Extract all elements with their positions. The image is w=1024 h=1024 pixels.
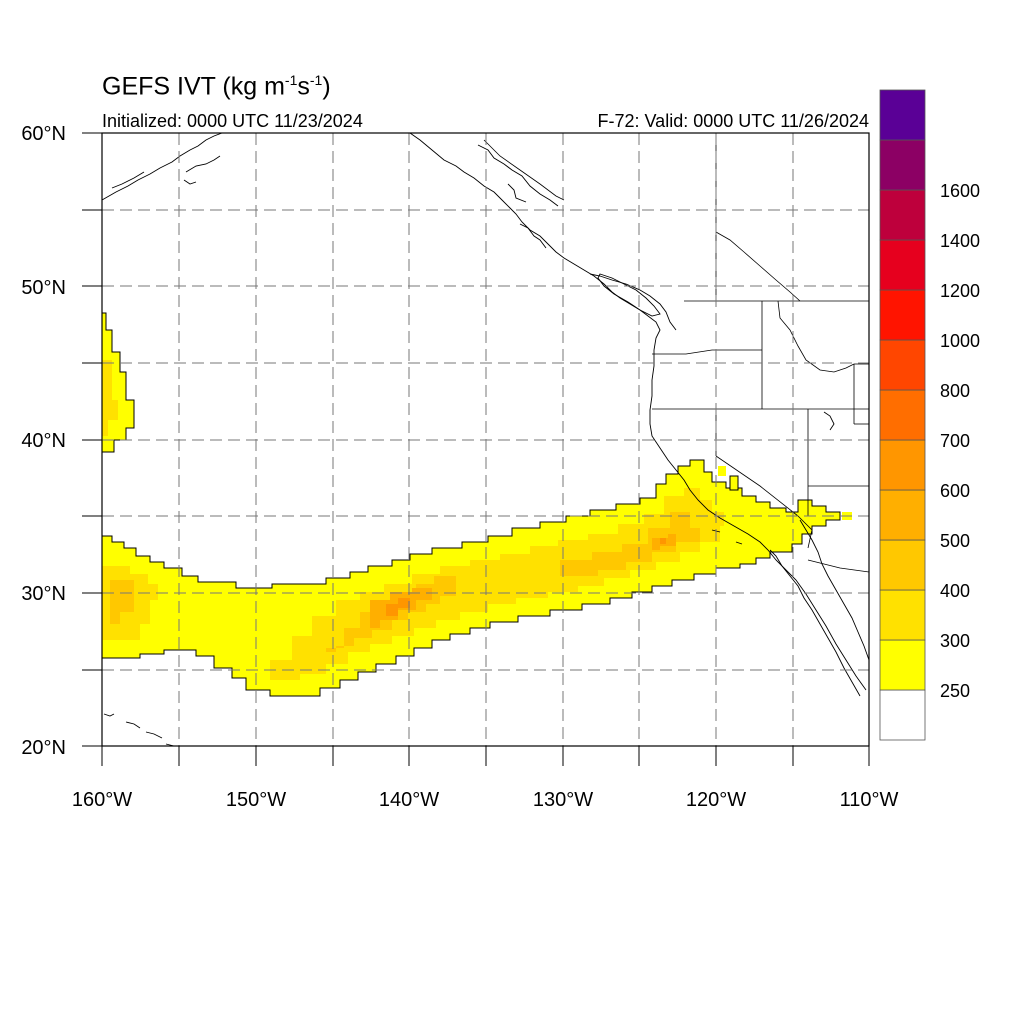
colorbar-label: 800 [940, 381, 970, 401]
gridlines [102, 133, 869, 746]
colorbar-box [879, 289, 926, 341]
colorbar-label: 400 [940, 581, 970, 601]
colorbar-labels: 250 300 400 500 600 700 800 1000 1200 14… [940, 181, 980, 701]
lat-label-30: 30°N [21, 583, 66, 605]
colorbar-box [879, 339, 926, 391]
lat-label-20: 20°N [21, 737, 66, 759]
colorbar-boxes [879, 89, 926, 741]
colorbar-box [879, 689, 926, 741]
colorbar-box [879, 639, 926, 691]
lon-label-160w: 160°W [72, 789, 132, 811]
colorbar-label: 700 [940, 431, 970, 451]
ivt-plume-west [102, 312, 135, 453]
lat-label-60: 60°N [21, 123, 66, 145]
colorbar-box [879, 389, 926, 441]
lat-labels: 60°N 50°N 40°N 30°N 20°N [21, 123, 66, 759]
colorbar-label: 300 [940, 631, 970, 651]
colorbar-label: 1400 [940, 231, 980, 251]
colorbar-box [879, 489, 926, 541]
colorbar-label: 1200 [940, 281, 980, 301]
lon-label-140w: 140°W [379, 789, 439, 811]
colorbar-box [879, 189, 926, 241]
lat-label-50: 50°N [21, 277, 66, 299]
colorbar-label: 600 [940, 481, 970, 501]
colorbar-box [879, 439, 926, 491]
colorbar-label: 1000 [940, 331, 980, 351]
ivt-atmospheric-river [102, 459, 852, 697]
colorbar-box [879, 139, 926, 191]
lon-label-130w: 130°W [533, 789, 593, 811]
lon-label-150w: 150°W [226, 789, 286, 811]
valid-time-label: F-72: Valid: 0000 UTC 11/26/2024 [597, 111, 870, 131]
initialized-label: Initialized: 0000 UTC 11/23/2024 [102, 111, 363, 131]
lon-label-110w: 110°W [840, 789, 899, 811]
figure-title: GEFS IVT (kg m-1s-1) [102, 72, 331, 101]
colorbar-label: 250 [940, 681, 970, 701]
colorbar-box [879, 589, 926, 641]
colorbar-box [879, 89, 926, 141]
colorbar-box [879, 539, 926, 591]
colorbar-box [879, 239, 926, 291]
map-panel [102, 133, 869, 746]
colorbar-label: 1600 [940, 181, 980, 201]
colorbar-label: 500 [940, 531, 970, 551]
coastlines [102, 133, 869, 746]
political-boundaries [483, 133, 869, 573]
axis-ticks [82, 132, 870, 766]
colorbar: 250 300 400 500 600 700 800 1000 1200 14… [879, 89, 980, 741]
lon-labels: 160°W 150°W 140°W 130°W 120°W 110°W [72, 789, 899, 811]
lat-label-40: 40°N [21, 430, 66, 452]
lon-label-120w: 120°W [686, 789, 746, 811]
